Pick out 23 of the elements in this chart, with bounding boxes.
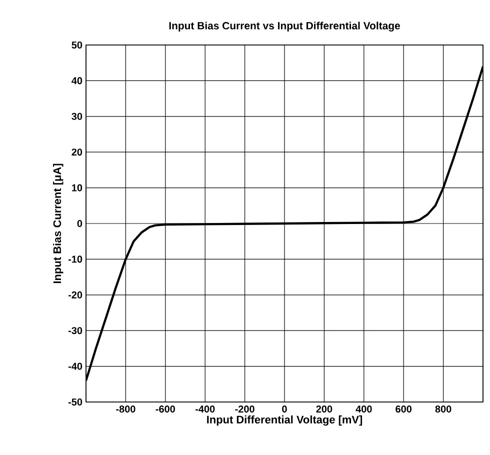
x-tick-label: -400 (196, 406, 215, 413)
x-tick-label: 200 (316, 406, 332, 413)
y-tick-label: 30 (72, 112, 82, 120)
y-tick-label: -10 (68, 256, 82, 263)
chart-title: Input Bias Current vs Input Differential Voltage (169, 22, 400, 32)
x-tick-label: -600 (156, 406, 175, 413)
y-tick-label: -20 (68, 291, 82, 298)
y-tick-label: 20 (72, 148, 82, 156)
x-tick-label: -800 (116, 406, 136, 413)
y-tick-label: 0 (77, 220, 82, 228)
x-tick-label: 0 (282, 406, 287, 413)
y-tick-label: 50 (72, 41, 82, 49)
y-tick-label: 10 (72, 184, 82, 192)
y-axis-title: Input Bias Current [μA] (53, 164, 64, 284)
y-tick-label: -30 (68, 327, 82, 334)
x-tick-label: 400 (356, 406, 372, 413)
y-tick-label: -50 (68, 398, 82, 406)
y-tick-label: 40 (72, 77, 82, 84)
x-tick-label: 800 (435, 406, 452, 413)
x-tick-label: -200 (235, 406, 254, 413)
y-tick-label: -40 (68, 362, 82, 370)
x-axis-title: Input Differential Voltage [mV] (207, 415, 362, 426)
x-tick-label: 600 (396, 406, 412, 413)
